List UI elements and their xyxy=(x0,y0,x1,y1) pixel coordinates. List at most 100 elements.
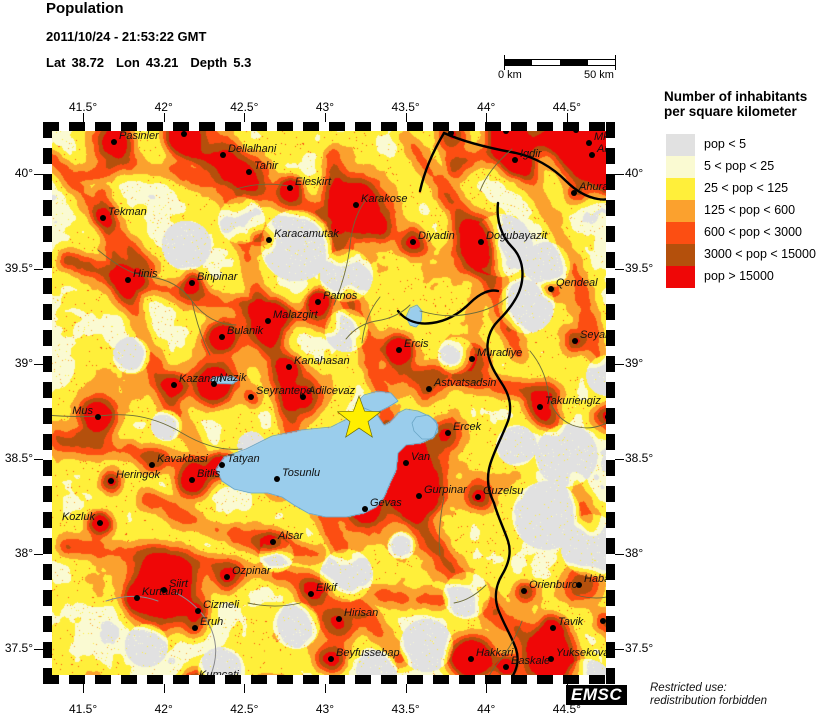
map-container[interactable]: PasinlerHorasanDellalhaniTahirEleskirtKa… xyxy=(43,122,615,684)
lon-tick-mark-bottom xyxy=(244,684,246,693)
city-label: Binpinar xyxy=(197,271,238,283)
city-dot-icon xyxy=(270,539,276,545)
lon-tick-mark-top xyxy=(486,113,488,122)
event-location-line: Lat 38.72 Lon 43.21 Depth 5.3 xyxy=(46,55,251,70)
city-dot-icon xyxy=(265,318,271,324)
city-dot-icon xyxy=(95,414,101,420)
lat-tick-mark-right xyxy=(615,364,624,366)
legend-title: Number of inhabitants per square kilomet… xyxy=(664,89,822,119)
lon-tick-label-top: 43° xyxy=(315,100,335,114)
international-border xyxy=(418,131,446,193)
legend: Number of inhabitants per square kilomet… xyxy=(664,89,822,288)
city-label: Patnos xyxy=(323,290,358,302)
lat-tick-label-left: 38° xyxy=(14,545,33,560)
city-dot-icon xyxy=(274,476,280,482)
city-dot-icon xyxy=(108,478,114,484)
city-dot-icon xyxy=(211,381,217,387)
city-dot-icon xyxy=(189,280,195,286)
river xyxy=(438,496,445,556)
page-title: Population xyxy=(46,0,124,17)
lat-tick-mark-left xyxy=(34,364,43,366)
emsc-logo: EMSC xyxy=(566,685,628,705)
scale-seg-3 xyxy=(560,59,588,66)
lon-tick-mark-bottom xyxy=(83,684,85,693)
city-dot-icon xyxy=(600,618,606,624)
lon-tick-label-bottom: 44.5° xyxy=(552,702,581,716)
scale-seg-2 xyxy=(532,59,560,66)
lat-tick-label-right: 40° xyxy=(625,166,644,181)
city-dot-icon xyxy=(550,625,556,631)
city-label: Yuksekova xyxy=(556,647,610,659)
lat-tick-label-right: 38.5° xyxy=(625,450,654,465)
city-label: Hinis xyxy=(133,268,158,280)
map-vector-layer xyxy=(46,131,612,681)
lon-tick-mark-top xyxy=(163,113,165,122)
city-dot-icon xyxy=(503,128,509,134)
lat-value: 38.72 xyxy=(71,55,105,70)
city-dot-icon xyxy=(589,152,595,158)
lake-outline xyxy=(411,414,439,440)
city-dot-icon xyxy=(521,588,527,594)
lon-tick-mark-top xyxy=(244,113,246,122)
lon-tick-mark-bottom xyxy=(163,684,165,693)
lon-tick-label-top: 43.5° xyxy=(391,100,420,114)
legend-row: 3000 < pop < 15000 xyxy=(666,244,822,266)
legend-label: pop < 5 xyxy=(704,137,747,151)
city-dot-icon xyxy=(224,574,230,580)
graticule-band-top xyxy=(43,122,615,131)
city-dot-icon xyxy=(396,347,402,353)
city-label: Ercis xyxy=(404,338,429,350)
city-dot-icon xyxy=(195,608,201,614)
city-label: Nazik xyxy=(219,372,247,384)
graticule-band-left xyxy=(43,122,52,684)
lat-tick-mark-left xyxy=(34,553,43,555)
city-dot-icon xyxy=(448,130,454,136)
scale-bar-labels: 0 km 50 km xyxy=(498,69,616,83)
city-label: Eleskirt xyxy=(295,176,332,188)
lon-tick-label-top: 44.5° xyxy=(552,100,581,114)
legend-label: 5 < pop < 25 xyxy=(704,159,775,173)
map-frame-border xyxy=(43,122,615,684)
river xyxy=(529,350,612,429)
city-label: Astvatsadsin xyxy=(434,377,497,389)
event-datetime: 2011/10/24 - 21:53:22 GMT xyxy=(46,29,207,44)
city-label: Cizmeli xyxy=(203,599,240,611)
city-dot-icon xyxy=(286,364,292,370)
lon-tick-mark-top xyxy=(405,113,407,122)
international-border xyxy=(492,501,519,681)
city-dot-icon xyxy=(125,277,131,283)
international-border xyxy=(486,201,524,505)
city-label: Dellalhani xyxy=(228,143,277,155)
header: Population 2011/10/24 - 21:53:22 GMT Lat… xyxy=(46,0,251,70)
city-label: Guzelsu xyxy=(483,485,524,497)
lon-tick-mark-top xyxy=(83,113,85,122)
city-label: Gevas xyxy=(370,497,402,509)
city-dot-icon xyxy=(548,286,554,292)
city-dot-icon xyxy=(308,591,314,597)
legend-title-line-2: per square kilometer xyxy=(664,103,797,119)
city-dot-icon xyxy=(111,139,117,145)
legend-title-line-1: Number of inhabitants xyxy=(664,89,808,104)
city-label: Bulanik xyxy=(227,325,264,337)
city-label: Siirt xyxy=(169,578,188,590)
lat-tick-label-right: 37.5° xyxy=(625,640,654,655)
graticule-band-bottom xyxy=(43,675,615,684)
legend-label: 600 < pop < 3000 xyxy=(704,225,803,239)
lat-tick-mark-right xyxy=(615,269,624,271)
lat-tick-mark-left xyxy=(34,458,43,460)
city-dot-icon xyxy=(426,386,432,392)
city-dot-icon xyxy=(571,190,577,196)
city-label: Ahura xyxy=(579,181,609,193)
city-dot-icon xyxy=(475,494,481,500)
map-viewport[interactable]: PasinlerHorasanDellalhaniTahirEleskirtKa… xyxy=(46,125,612,681)
city-label: Tahir xyxy=(254,160,279,172)
city-dot-icon xyxy=(410,239,416,245)
lat-tick-mark-right xyxy=(615,174,624,176)
lat-tick-mark-left xyxy=(34,648,43,650)
city-dot-icon xyxy=(134,595,140,601)
city-label: Igdir xyxy=(520,148,542,160)
legend-swatch xyxy=(666,222,695,244)
city-label: Elkif xyxy=(316,582,337,594)
lat-tick-mark-right xyxy=(615,458,624,460)
lat-tick-label-left: 37.5° xyxy=(4,640,33,655)
